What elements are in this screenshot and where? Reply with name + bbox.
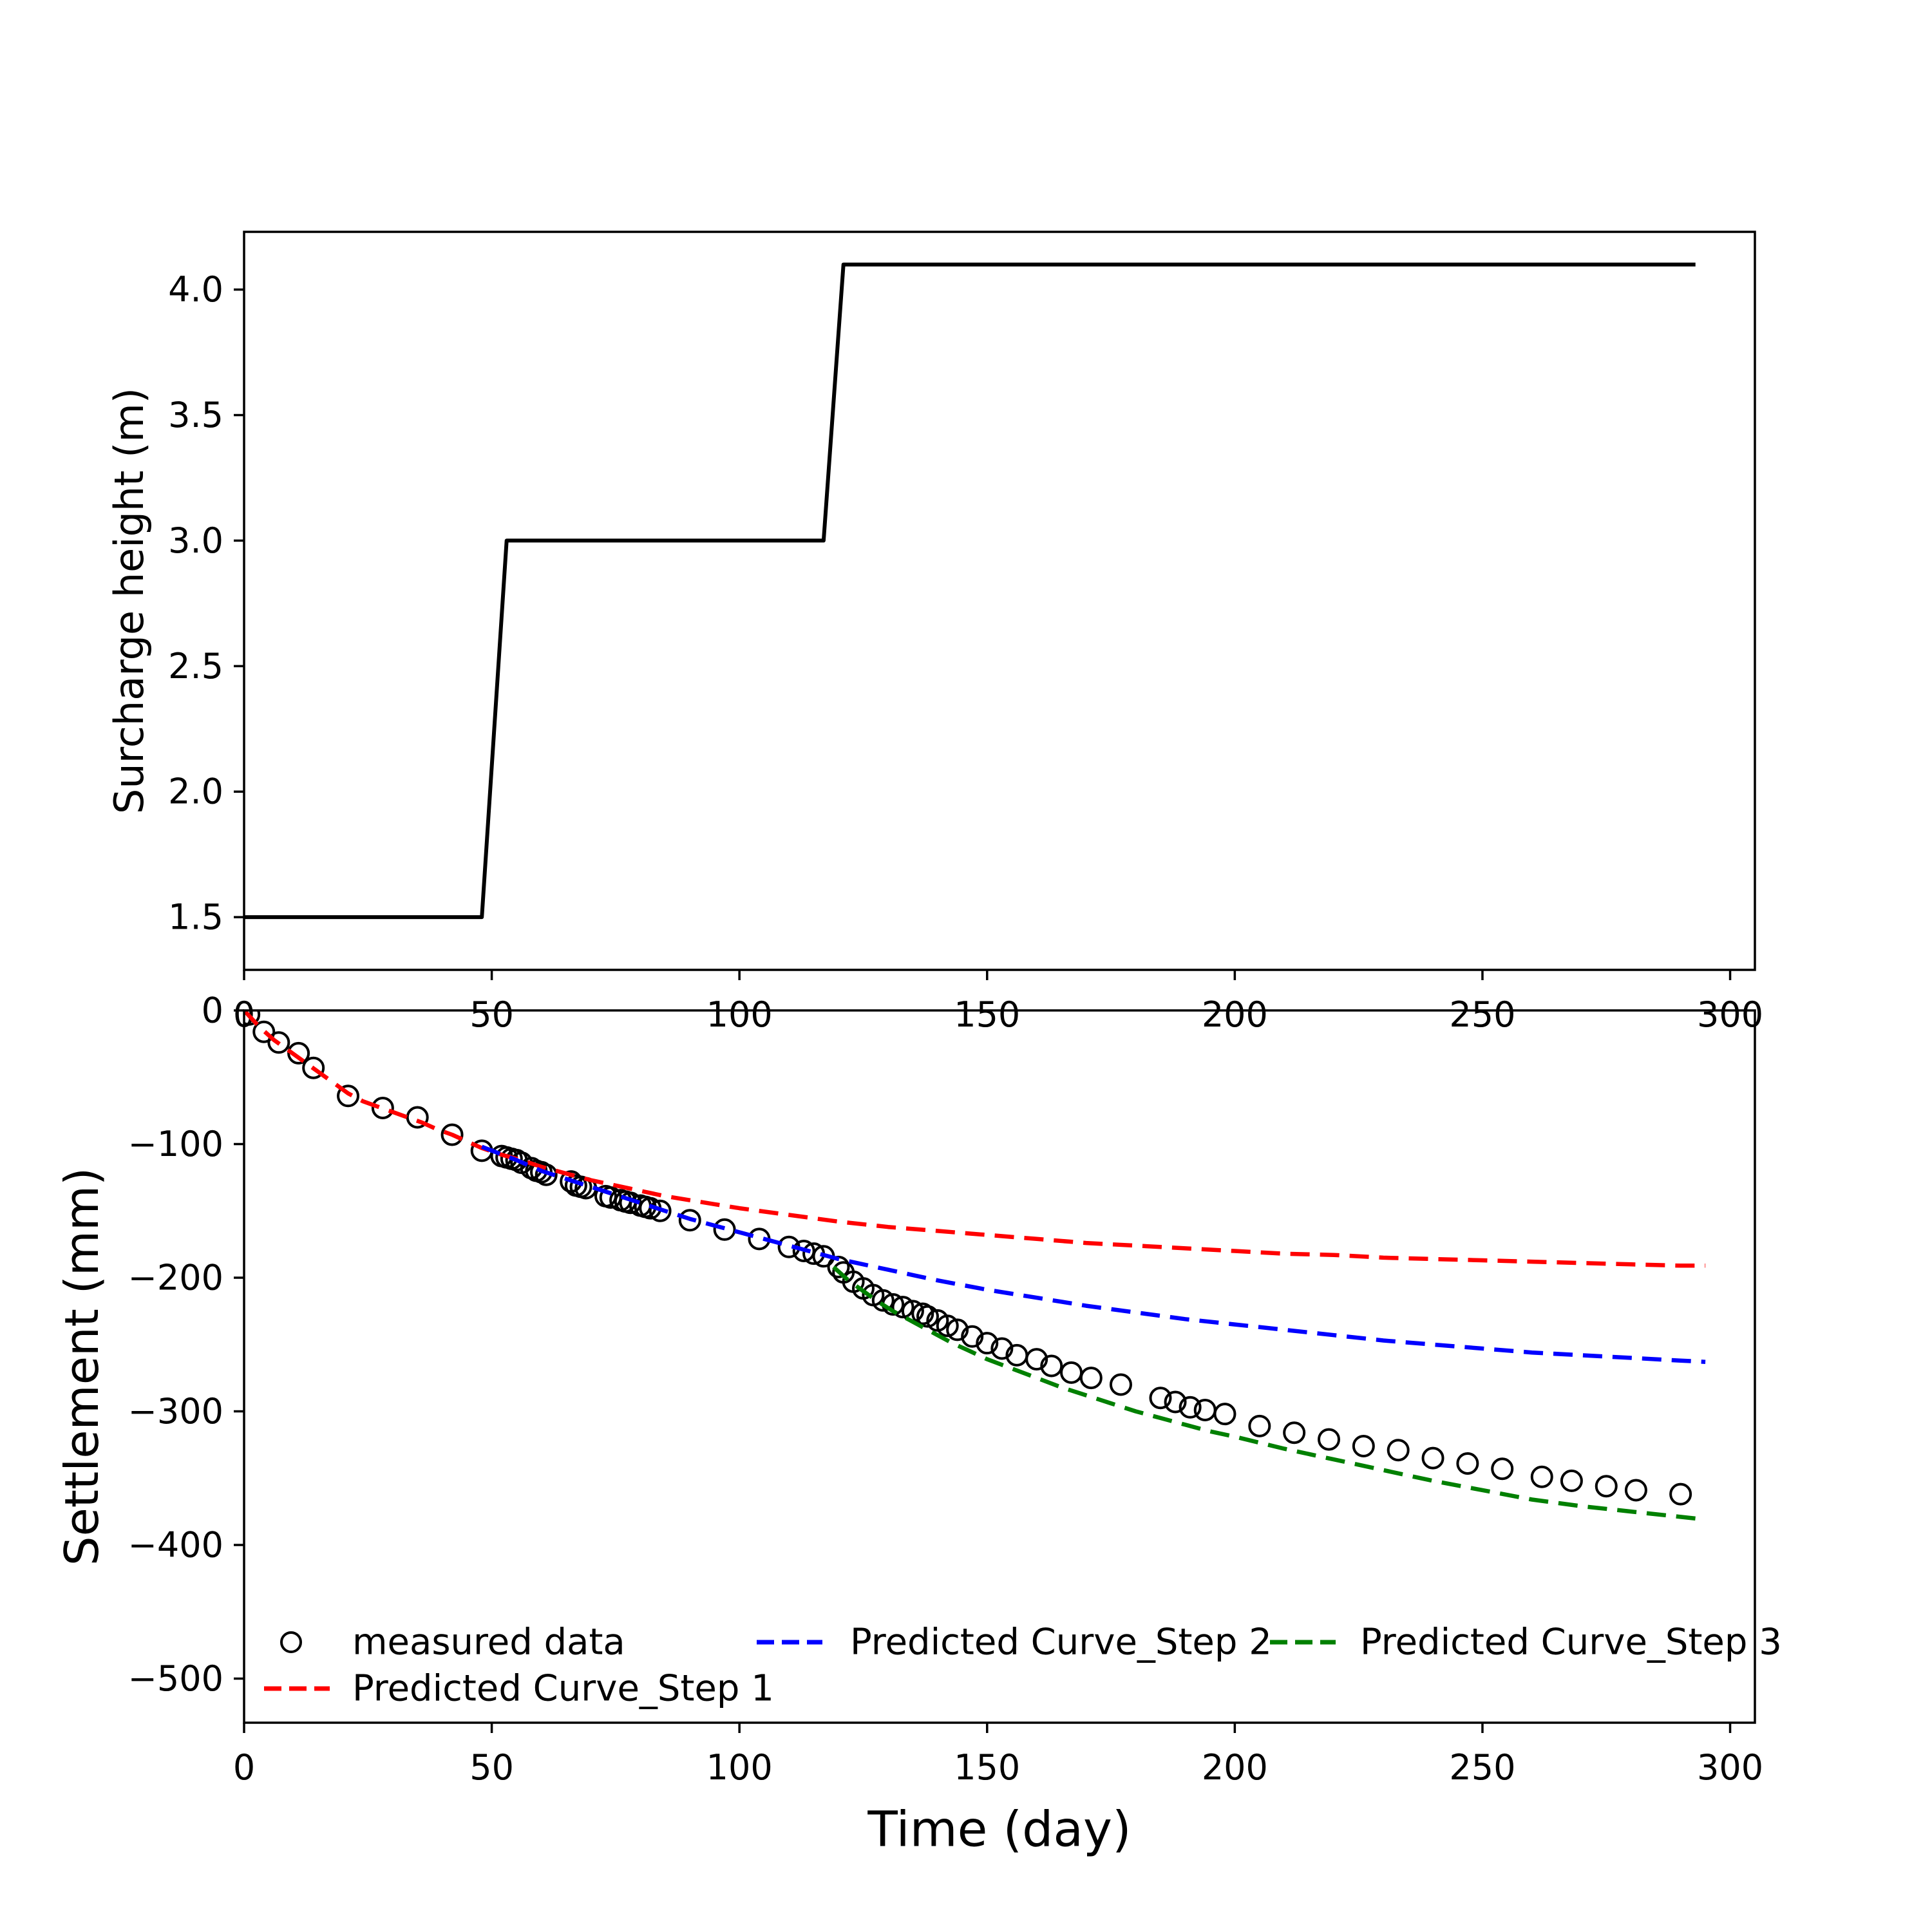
measured-data-point [440, 1123, 464, 1146]
measured-data-point [961, 1325, 984, 1348]
top-x-tick-label: 250 [1449, 994, 1515, 1035]
measured-data-point [649, 1199, 672, 1222]
surcharge-height-line [244, 262, 1696, 920]
predicted-curve-step-3-line [832, 1265, 1706, 1522]
legend-measured-marker-icon [280, 1631, 302, 1653]
measured-data-point [337, 1084, 360, 1108]
measured-data-point [1164, 1390, 1187, 1414]
time-xlabel: Time (day) [867, 1801, 1131, 1858]
settlement-ylabel: Settlement (mm) [55, 1168, 109, 1566]
surcharge-plot: 0 50 100 150 200 250 300 1.5 2.0 2.5 3.0 3.5 4.0 Sur… [106, 231, 1763, 1035]
measured-data-point [1421, 1446, 1444, 1470]
measured-data-point [1079, 1367, 1103, 1390]
measured-data-point [1149, 1387, 1172, 1410]
measured-data-point [252, 1020, 276, 1043]
predicted-curve-step-2-line [481, 1144, 1706, 1364]
measured-data-point [936, 1314, 959, 1338]
measured-data-point [1025, 1348, 1048, 1371]
measured-data-point [1456, 1452, 1479, 1475]
measured-data-point [1060, 1361, 1083, 1384]
bottom-x-tick-label: 300 [1697, 1747, 1763, 1788]
measured-data-point [1040, 1354, 1063, 1378]
measured-data-point [1595, 1475, 1618, 1498]
top-y-tick-label: 3.0 [168, 520, 223, 561]
settlement-plot: 0 50 100 150 200 250 3000−100−200−300−400−500 … [55, 990, 1782, 1858]
bottom-axes-frame [243, 1009, 1756, 1724]
top-x-tick-label: 150 [954, 994, 1020, 1035]
predicted-curve-step-1-line [244, 1010, 1706, 1268]
measured-data-point [267, 1031, 290, 1054]
legend: measured data Predicted Curve_Step 1 Pre… [264, 1622, 1782, 1710]
measured-data-point [1283, 1421, 1306, 1444]
top-y-tick-label: 1.5 [168, 897, 223, 938]
measured-data-point [371, 1096, 394, 1119]
measured-data-point [1387, 1439, 1410, 1462]
measured-data-point [1491, 1457, 1514, 1481]
measured-data-point [891, 1296, 914, 1319]
measured-data-point [678, 1209, 701, 1232]
measured-data-point [406, 1106, 429, 1129]
measured-data-point [1109, 1373, 1132, 1396]
measured-data-point [1193, 1398, 1217, 1421]
top-y-tick-label: 2.5 [168, 646, 223, 687]
measured-data-point [302, 1056, 325, 1079]
bottom-y-tick-label: −200 [128, 1258, 223, 1298]
measured-data-point [990, 1337, 1014, 1360]
top-y-tick-label: 4.0 [168, 269, 223, 310]
measured-data-point [976, 1332, 999, 1355]
measured-data-point [535, 1163, 558, 1186]
bottom-x-tick-label: 50 [469, 1747, 514, 1788]
measured-data-point [1248, 1414, 1271, 1437]
measured-data-point [1318, 1428, 1341, 1451]
top-axes-frame [243, 231, 1756, 971]
top-x-tick-label: 200 [1202, 994, 1268, 1035]
bottom-x-tick-label: 200 [1202, 1747, 1268, 1788]
bottom-y-tick-label: −500 [128, 1658, 223, 1699]
top-x-tick-label: 300 [1697, 994, 1763, 1035]
bottom-y-tick-label: −100 [128, 1124, 223, 1164]
legend-measured-label: measured data [352, 1622, 625, 1663]
measured-data-point [916, 1305, 939, 1328]
measured-data-point [1352, 1434, 1375, 1457]
bottom-x-tick-label: 100 [706, 1747, 773, 1788]
measured-data-point [1179, 1396, 1202, 1419]
measured-data-point [1530, 1465, 1553, 1488]
legend-step2-label: Predicted Curve_Step 2 [850, 1622, 1272, 1663]
measured-data-point [244, 1010, 261, 1026]
measured-data-point [287, 1041, 310, 1065]
measured-data-point [713, 1218, 736, 1241]
bottom-y-tick-label: −300 [128, 1391, 223, 1432]
top-x-tick-label: 50 [469, 994, 514, 1035]
top-y-tick-label: 2.0 [168, 772, 223, 812]
bottom-x-tick-label: 150 [954, 1747, 1020, 1788]
bottom-y-tick-label: 0 [202, 990, 223, 1031]
legend-step1-label: Predicted Curve_Step 1 [352, 1668, 774, 1710]
top-series-group [244, 262, 1696, 920]
measured-data-point [1624, 1479, 1647, 1502]
bottom-x-tick-label: 0 [233, 1747, 255, 1788]
measured-data-point [946, 1318, 969, 1341]
measured-data-point [1669, 1482, 1692, 1506]
measured-data-point [1213, 1403, 1236, 1426]
surcharge-ylabel: Surcharge height (m) [106, 388, 153, 814]
measured-data-point [871, 1289, 895, 1312]
bottom-series-group [244, 1010, 1706, 1522]
top-x-tick-label: 100 [706, 994, 773, 1035]
bottom-x-tick-label: 250 [1449, 1747, 1515, 1788]
top-y-tick-label: 3.5 [168, 395, 223, 435]
legend-step3-label: Predicted Curve_Step 3 [1360, 1622, 1782, 1663]
bottom-y-tick-label: −400 [128, 1525, 223, 1566]
measured-data-point [1560, 1469, 1583, 1492]
